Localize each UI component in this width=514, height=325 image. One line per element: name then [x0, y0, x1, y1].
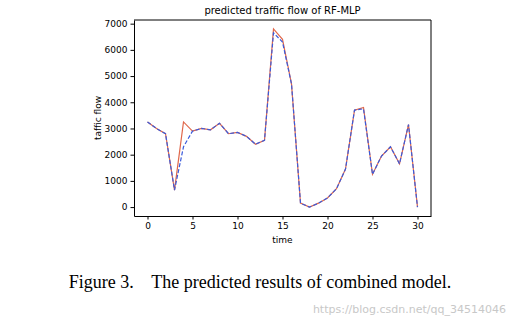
caption: Figure 3. The predicted results of combi…: [69, 272, 452, 292]
y-tick: 7000: [105, 19, 134, 29]
y-tick-label: 2000: [105, 150, 128, 160]
x-tick-mark: [148, 216, 149, 220]
y-tick-mark: [131, 128, 135, 129]
y-axis: 0 1000 2000 3000 4000 5000 6000 7000: [105, 19, 135, 216]
x-tick-label: 10: [232, 221, 244, 231]
x-tick: 5: [190, 216, 196, 231]
y-tick: 3000: [105, 124, 134, 134]
y-tick-mark: [131, 102, 135, 103]
y-tick: 6000: [105, 45, 134, 55]
x-tick: 10: [232, 216, 244, 231]
plot-area: [148, 29, 418, 207]
x-tick-label: 15: [277, 221, 288, 231]
y-tick-label: 7000: [105, 19, 128, 29]
x-tick: 25: [367, 216, 378, 231]
series-line: [148, 33, 418, 207]
y-axis-label: taffic flow: [93, 96, 103, 140]
y-tick-mark: [131, 207, 135, 208]
x-axis: 0 5 10 15 20 25 30: [135, 216, 432, 231]
x-tick-mark: [418, 216, 419, 220]
frame-right: [431, 20, 432, 216]
title: predicted traffic flow of RF-MLP: [204, 5, 360, 16]
y-tick: 2000: [105, 150, 134, 160]
x-tick-label: 30: [412, 221, 424, 231]
y-tick-label: 1000: [105, 176, 128, 186]
x-tick-mark: [238, 216, 239, 220]
x-tick: 20: [322, 216, 334, 231]
x-tick: 0: [145, 216, 151, 231]
x-tick: 30: [412, 216, 424, 231]
y-tick: 4000: [105, 98, 134, 108]
y-tick-mark: [131, 24, 135, 25]
y-tick-mark: [131, 76, 135, 77]
y-tick-mark: [131, 50, 135, 51]
y-tick-mark: [131, 181, 135, 182]
x-tick-mark: [193, 216, 194, 220]
x-axis-label: time: [272, 235, 293, 245]
y-tick-label: 5000: [105, 71, 128, 81]
watermark: https://blog.csdn.net/qq_34514046: [313, 303, 506, 316]
series-line: [148, 29, 418, 207]
y-tick-label: 4000: [105, 98, 128, 108]
y-tick-label: 0: [122, 202, 128, 212]
x-tick-label: 0: [145, 221, 151, 231]
x-tick-label: 25: [367, 221, 378, 231]
y-tick-label: 6000: [105, 45, 128, 55]
frame-top: [134, 20, 431, 21]
y-axis-line: [134, 21, 135, 217]
y-tick-mark: [131, 155, 135, 156]
y-tick: 1000: [105, 176, 134, 186]
y-tick-label: 3000: [105, 124, 128, 134]
x-tick-mark: [373, 216, 374, 220]
x-tick-mark: [328, 216, 329, 220]
chart: 0 5 10 15 20 25 30 0 1000 2000 3000 4000 5000 6000 700…: [0, 0, 514, 325]
y-tick: 0: [122, 202, 134, 212]
y-tick: 5000: [105, 71, 134, 81]
x-tick-label: 5: [190, 221, 196, 231]
x-tick: 15: [277, 216, 288, 231]
x-tick-mark: [283, 216, 284, 220]
x-tick-label: 20: [322, 221, 334, 231]
